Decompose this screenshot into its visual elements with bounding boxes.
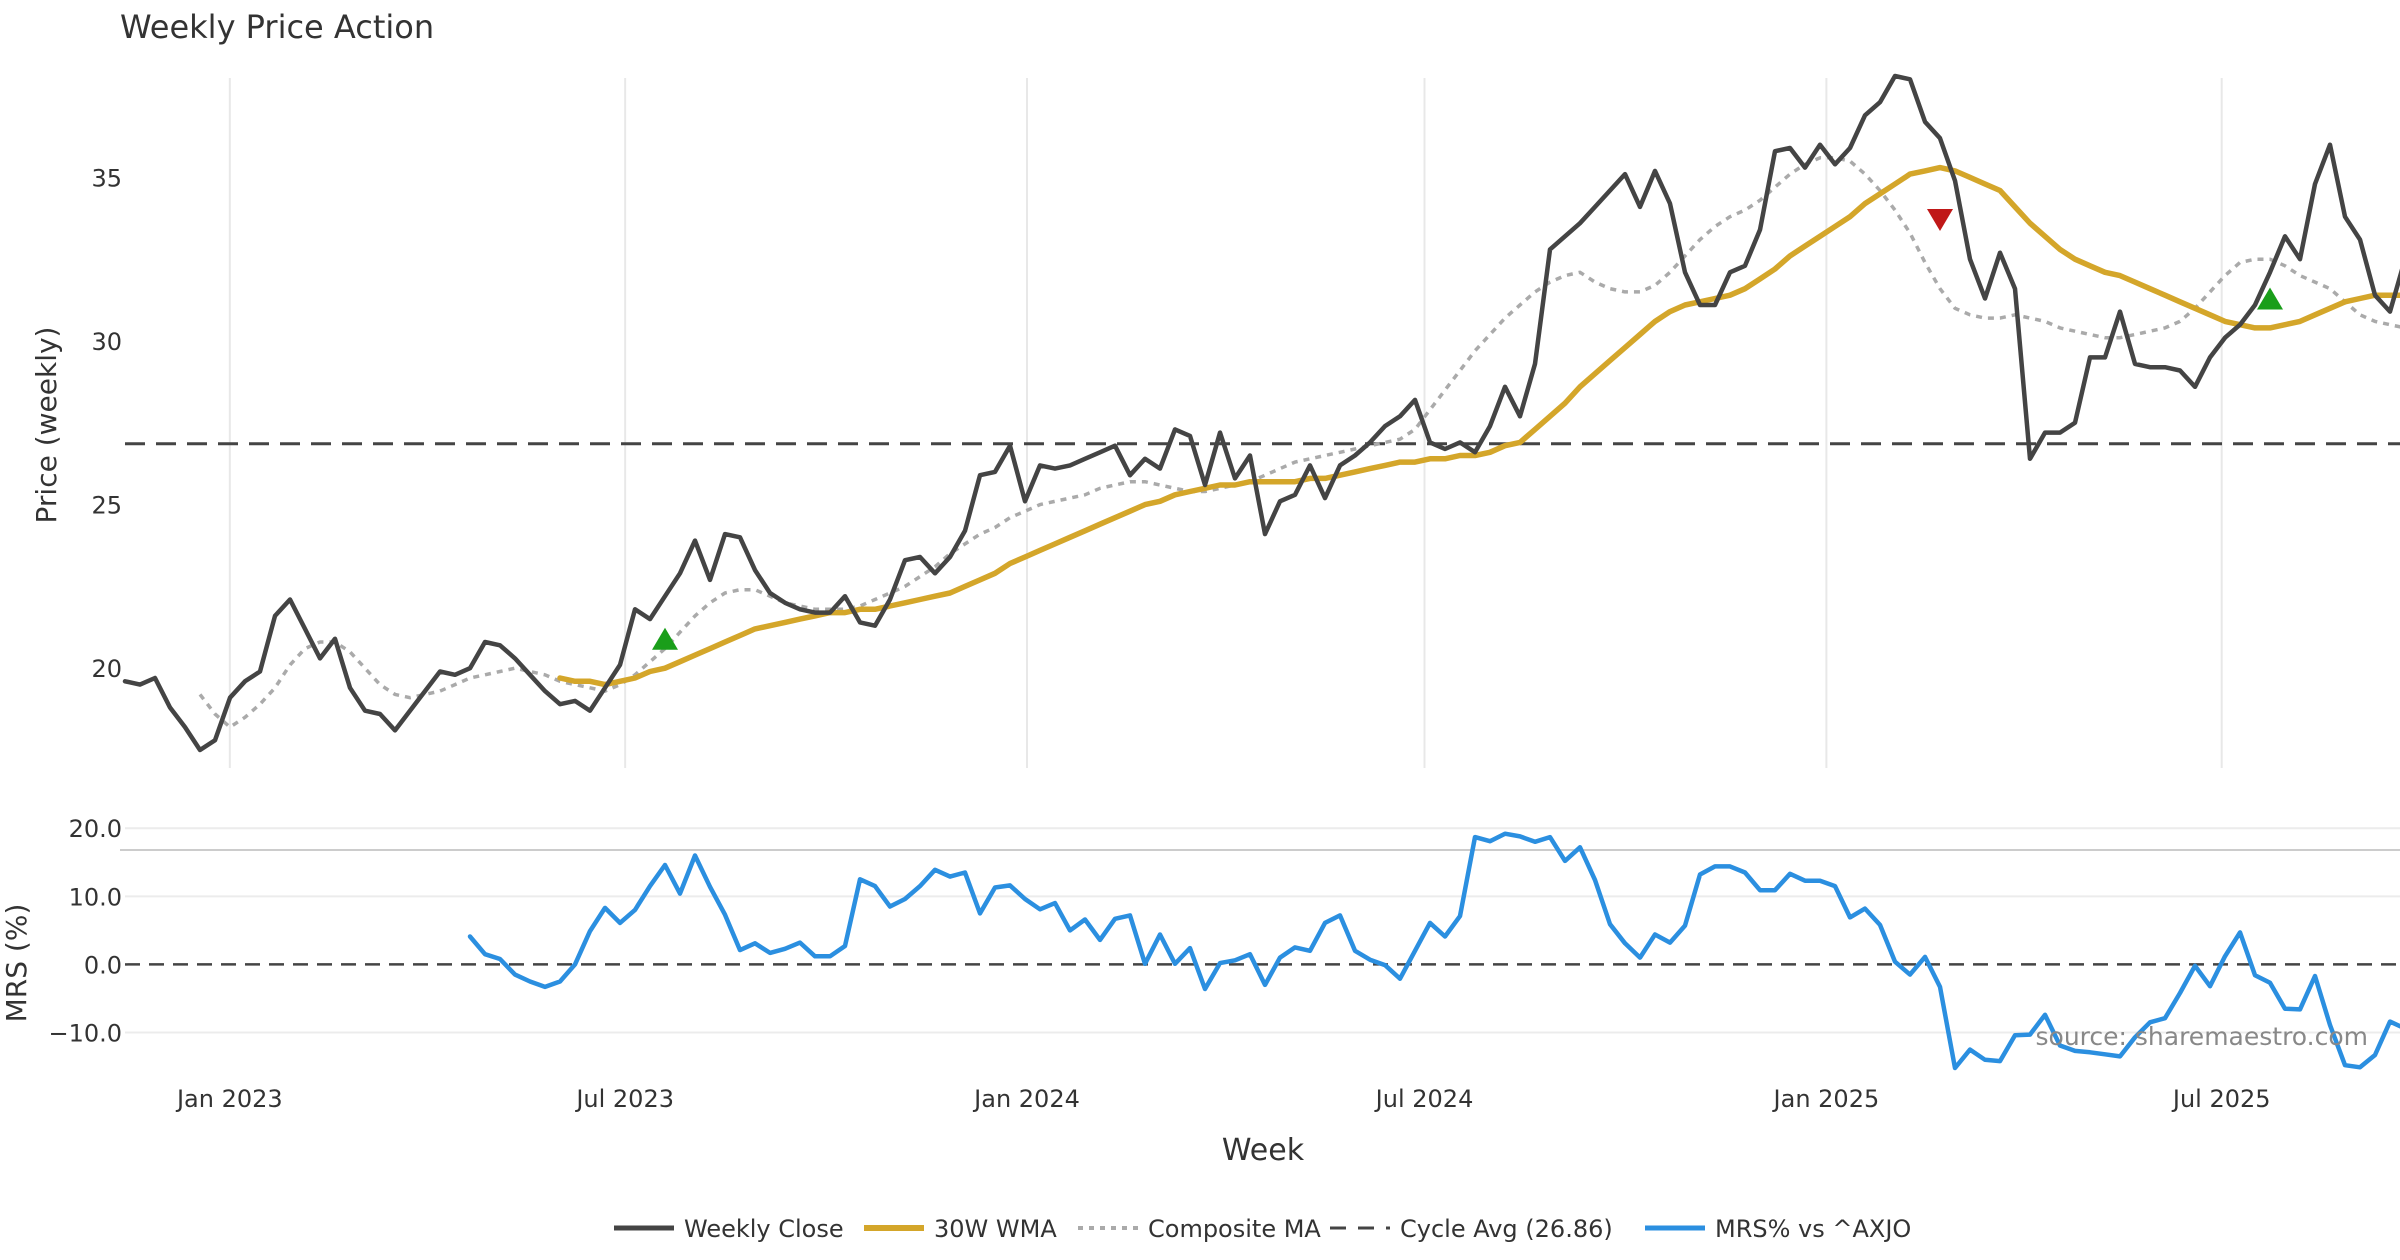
x-axis-label: Week: [1222, 1133, 1305, 1168]
mrs-y-tick-labels: 20.0 10.0 0.0 −10.0: [48, 815, 122, 1047]
x-tick-labels: Jan 2023 Jul 2023 Jan 2024 Jul 2024 Jan 2025…: [175, 1085, 2271, 1113]
price-series-group: [122, 73, 2400, 753]
weekly-close-line: [122, 73, 2400, 753]
mrs-y-tick-label: 0.0: [84, 951, 122, 979]
mrs-y-axis-label: MRS (%): [0, 904, 33, 1023]
x-tick-label: Jul 2024: [1374, 1085, 1474, 1113]
mrs-y-tick-label: 10.0: [69, 883, 122, 911]
price-y-tick-labels: 20 25 30 35: [91, 164, 122, 683]
price-y-tick-label: 35: [91, 164, 122, 192]
price-y-tick-label: 30: [91, 328, 122, 356]
legend-label: Weekly Close: [684, 1215, 844, 1243]
legend-item: 30W WMA: [864, 1215, 1057, 1243]
composite-ma-line: [198, 156, 2400, 729]
legend-item: MRS% vs ^AXJO: [1645, 1215, 1911, 1243]
mrs-y-tick-label: −10.0: [48, 1020, 122, 1048]
price-grid: [228, 78, 2223, 768]
buy-signal-marker: [2257, 287, 2283, 310]
legend-label: MRS% vs ^AXJO: [1715, 1215, 1911, 1243]
legend: Weekly Close 30W WMA Composite MA Cycle Avg…: [614, 1215, 1911, 1243]
price-y-tick-label: 25: [91, 492, 122, 520]
legend-label: Cycle Avg (26.86): [1400, 1215, 1613, 1243]
mrs-grid: [125, 827, 2400, 1034]
legend-item: Weekly Close: [614, 1215, 844, 1243]
legend-item: Composite MA: [1078, 1215, 1321, 1243]
x-tick-label: Jan 2025: [1772, 1085, 1880, 1113]
price-y-axis-label: Price (weekly): [30, 327, 63, 524]
legend-item: Cycle Avg (26.86): [1330, 1215, 1613, 1243]
x-tick-label: Jul 2023: [574, 1085, 674, 1113]
x-tick-label: Jan 2024: [972, 1085, 1080, 1113]
legend-label: 30W WMA: [934, 1215, 1057, 1243]
x-tick-label: Jul 2025: [2171, 1085, 2271, 1113]
legend-label: Composite MA: [1148, 1215, 1321, 1243]
source-watermark: source: sharemaestro.com: [2036, 1022, 2369, 1051]
signal-markers: [652, 208, 2283, 650]
chart-title: Weekly Price Action: [120, 8, 434, 46]
x-tick-label: Jan 2023: [175, 1085, 283, 1113]
mrs-line: [467, 831, 2400, 1071]
price-y-tick-label: 20: [91, 655, 122, 683]
mrs-y-tick-label: 20.0: [69, 815, 122, 843]
sell-signal-marker: [1927, 208, 1953, 231]
mrs-series-group: [467, 831, 2400, 1071]
buy-signal-marker: [652, 627, 678, 650]
